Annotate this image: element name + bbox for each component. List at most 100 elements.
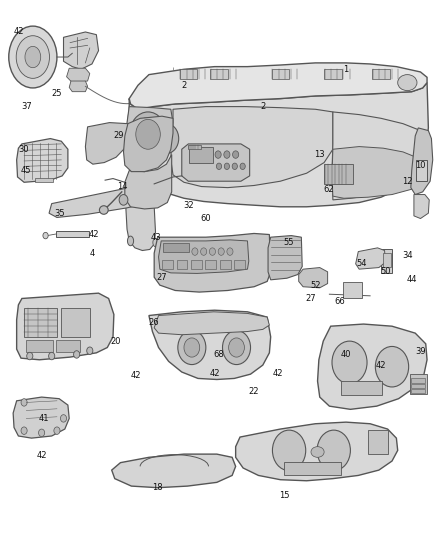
Text: 60: 60 (201, 214, 211, 223)
Text: 27: 27 (157, 273, 167, 281)
Bar (205, 260, 216, 269)
Polygon shape (69, 81, 88, 92)
Bar (35, 178, 53, 182)
Text: 54: 54 (356, 260, 367, 268)
Text: 32: 32 (183, 201, 194, 209)
Text: 15: 15 (279, 491, 290, 500)
Ellipse shape (223, 330, 251, 365)
Polygon shape (414, 195, 429, 219)
Text: 39: 39 (415, 348, 426, 356)
Ellipse shape (25, 46, 41, 68)
Bar (56, 231, 89, 237)
Bar (177, 260, 187, 269)
Polygon shape (159, 240, 249, 273)
Text: 37: 37 (21, 102, 32, 111)
Ellipse shape (227, 248, 233, 255)
Text: 29: 29 (113, 132, 124, 140)
Text: 35: 35 (54, 209, 64, 217)
Text: 44: 44 (406, 276, 417, 284)
Bar (324, 164, 353, 184)
Text: 50: 50 (380, 268, 391, 276)
Ellipse shape (184, 338, 200, 357)
Ellipse shape (21, 427, 27, 434)
Ellipse shape (43, 232, 48, 239)
Bar (234, 260, 245, 269)
Text: 45: 45 (21, 166, 32, 175)
Bar (210, 69, 228, 79)
Ellipse shape (60, 415, 67, 422)
Polygon shape (268, 236, 302, 280)
Text: 42: 42 (376, 361, 386, 369)
Ellipse shape (27, 352, 33, 360)
Ellipse shape (154, 124, 179, 154)
Ellipse shape (332, 341, 367, 384)
Bar (162, 260, 173, 269)
Polygon shape (67, 68, 90, 83)
Ellipse shape (218, 248, 224, 255)
Ellipse shape (99, 206, 108, 214)
Text: 42: 42 (36, 451, 47, 460)
Ellipse shape (153, 238, 158, 247)
Bar (410, 374, 427, 394)
Bar (191, 260, 202, 269)
Text: 62: 62 (323, 185, 334, 193)
Ellipse shape (272, 430, 306, 471)
Ellipse shape (21, 399, 27, 406)
Ellipse shape (232, 163, 237, 169)
Ellipse shape (375, 346, 409, 387)
Ellipse shape (54, 427, 60, 434)
Ellipse shape (119, 195, 128, 205)
Ellipse shape (136, 119, 160, 149)
Text: 20: 20 (111, 337, 121, 345)
Bar (416, 160, 427, 181)
Text: 42: 42 (131, 372, 141, 380)
Text: 52: 52 (310, 281, 321, 289)
Polygon shape (125, 189, 155, 251)
Ellipse shape (192, 248, 198, 255)
Polygon shape (171, 107, 333, 188)
Polygon shape (129, 63, 427, 109)
Text: 68: 68 (214, 350, 224, 359)
Bar (324, 69, 342, 79)
Ellipse shape (215, 151, 221, 158)
Polygon shape (154, 312, 269, 335)
Polygon shape (332, 147, 423, 198)
Ellipse shape (209, 248, 215, 255)
Bar (56, 340, 80, 352)
Polygon shape (49, 188, 152, 217)
Ellipse shape (178, 330, 206, 365)
Text: 42: 42 (273, 369, 283, 377)
Bar (284, 462, 341, 475)
Text: 22: 22 (249, 387, 259, 396)
Polygon shape (64, 32, 99, 69)
Bar (188, 145, 201, 149)
Ellipse shape (49, 352, 55, 360)
Bar (383, 253, 391, 266)
Ellipse shape (317, 430, 350, 471)
Bar (61, 308, 90, 337)
Polygon shape (149, 310, 271, 379)
Text: 34: 34 (402, 252, 413, 260)
Polygon shape (17, 293, 114, 360)
Ellipse shape (130, 112, 166, 157)
Polygon shape (85, 123, 128, 164)
Text: 4: 4 (89, 249, 95, 257)
Ellipse shape (224, 151, 230, 158)
Text: 42: 42 (13, 28, 24, 36)
Ellipse shape (9, 26, 57, 88)
Text: 2: 2 (181, 81, 187, 90)
Polygon shape (356, 248, 385, 269)
Ellipse shape (74, 351, 80, 358)
Polygon shape (125, 155, 172, 209)
Bar (26, 340, 53, 352)
Text: 10: 10 (415, 161, 426, 169)
Text: 13: 13 (314, 150, 325, 159)
Polygon shape (299, 268, 328, 288)
Bar (372, 69, 390, 79)
Ellipse shape (16, 36, 49, 78)
Bar (411, 384, 425, 388)
Polygon shape (13, 397, 69, 438)
Bar (381, 249, 392, 273)
Polygon shape (411, 128, 433, 195)
Bar (220, 260, 231, 269)
